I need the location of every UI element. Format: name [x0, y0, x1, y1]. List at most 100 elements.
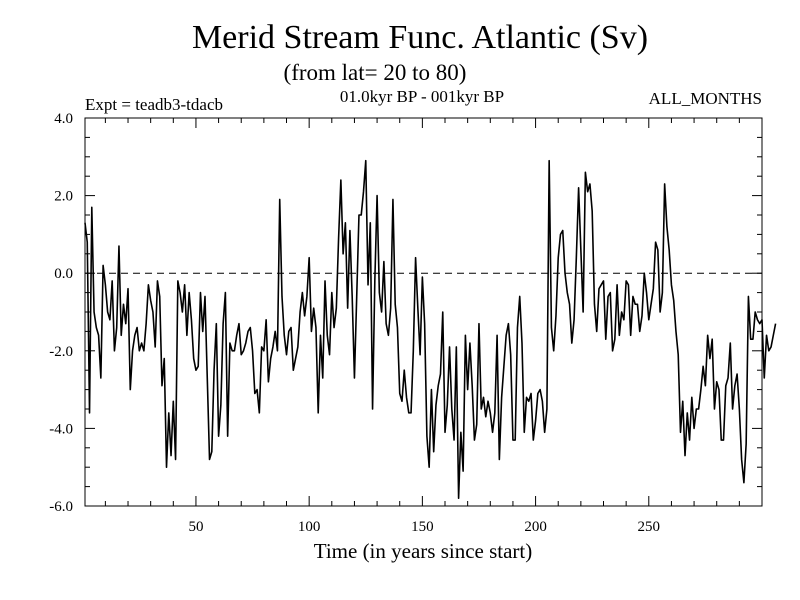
- data-point: [691, 397, 693, 399]
- data-point: [727, 377, 729, 379]
- data-point: [641, 315, 643, 317]
- data-point: [202, 331, 204, 333]
- data-point: [320, 334, 322, 336]
- data-point: [417, 307, 419, 309]
- data-point: [428, 466, 430, 468]
- data-point: [254, 393, 256, 395]
- data-point: [530, 393, 532, 395]
- data-point: [191, 319, 193, 321]
- data-point: [415, 257, 417, 259]
- data-point: [283, 334, 285, 336]
- data-point: [619, 334, 621, 336]
- data-point: [730, 342, 732, 344]
- data-point: [329, 354, 331, 356]
- data-point: [315, 327, 317, 329]
- data-point: [736, 373, 738, 375]
- data-point: [302, 292, 304, 294]
- data-point: [711, 338, 713, 340]
- data-point: [306, 296, 308, 298]
- data-point: [240, 354, 242, 356]
- data-point: [607, 296, 609, 298]
- data-point: [150, 300, 152, 302]
- data-point: [290, 327, 292, 329]
- data-point: [446, 404, 448, 406]
- data-point: [225, 292, 227, 294]
- data-point: [533, 439, 535, 441]
- data-point: [143, 350, 145, 352]
- data-point: [664, 183, 666, 185]
- data-point: [499, 459, 501, 461]
- data-point: [535, 420, 537, 422]
- data-point: [768, 350, 770, 352]
- data-point: [449, 346, 451, 348]
- data-point: [474, 439, 476, 441]
- y-tick-label: 0.0: [54, 266, 73, 282]
- data-point: [89, 412, 91, 414]
- data-point: [682, 400, 684, 402]
- data-point: [367, 284, 369, 286]
- data-point: [440, 373, 442, 375]
- data-point: [127, 288, 129, 290]
- data-point: [603, 280, 605, 282]
- data-point: [263, 350, 265, 352]
- data-point: [573, 319, 575, 321]
- chart-title: Merid Stream Func. Atlantic (Sv): [192, 19, 648, 56]
- data-point: [566, 292, 568, 294]
- data-point: [338, 237, 340, 239]
- data-point: [526, 397, 528, 399]
- data-point: [542, 400, 544, 402]
- data-point: [365, 160, 367, 162]
- data-point: [422, 276, 424, 278]
- data-point: [274, 331, 276, 333]
- data-point: [272, 346, 274, 348]
- data-point: [718, 389, 720, 391]
- data-point: [98, 334, 100, 336]
- data-point: [489, 412, 491, 414]
- data-point: [299, 311, 301, 313]
- data-point: [413, 350, 415, 352]
- data-point: [517, 327, 519, 329]
- data-point: [114, 350, 116, 352]
- data-point: [177, 280, 179, 282]
- data-point: [456, 346, 458, 348]
- data-point: [739, 408, 741, 410]
- data-point: [657, 249, 659, 251]
- data-point: [659, 311, 661, 313]
- data-point: [564, 272, 566, 274]
- data-point: [345, 222, 347, 224]
- data-point: [750, 338, 752, 340]
- data-point: [483, 397, 485, 399]
- data-point: [614, 338, 616, 340]
- data-point: [582, 311, 584, 313]
- data-point: [93, 311, 95, 313]
- data-point: [734, 385, 736, 387]
- data-point: [600, 284, 602, 286]
- data-point: [630, 334, 632, 336]
- data-point: [748, 296, 750, 298]
- data-point: [680, 431, 682, 433]
- x-tick-label: 50: [188, 519, 203, 535]
- data-point: [596, 331, 598, 333]
- data-point: [653, 288, 655, 290]
- data-point: [184, 284, 186, 286]
- data-point: [383, 261, 385, 263]
- data-point: [317, 412, 319, 414]
- data-point: [188, 292, 190, 294]
- data-point: [562, 230, 564, 232]
- data-point: [431, 389, 433, 391]
- data-point: [170, 455, 172, 457]
- data-point: [763, 377, 765, 379]
- data-point: [193, 358, 195, 360]
- data-point: [605, 338, 607, 340]
- data-point: [770, 346, 772, 348]
- data-point: [295, 358, 297, 360]
- data-point: [539, 389, 541, 391]
- y-tick-label: -2.0: [49, 344, 73, 360]
- data-point: [662, 292, 664, 294]
- data-point: [297, 346, 299, 348]
- y-tick-label: -6.0: [49, 499, 73, 515]
- data-point: [331, 292, 333, 294]
- data-point: [372, 408, 374, 410]
- data-point: [392, 199, 394, 201]
- data-point: [107, 311, 109, 313]
